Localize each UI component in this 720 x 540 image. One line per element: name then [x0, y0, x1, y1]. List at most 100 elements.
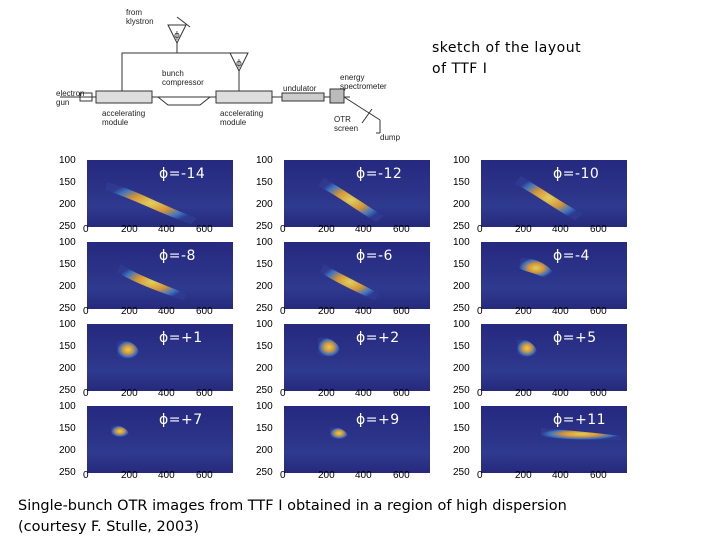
beam-spot — [318, 337, 340, 357]
y-tick-label: 200 — [256, 199, 273, 210]
beam-spot — [541, 428, 621, 440]
phase-label: ϕ=-12 — [356, 166, 403, 182]
beam-spot — [330, 427, 348, 439]
y-tick-label: 100 — [59, 401, 76, 412]
y-tick-label: 200 — [256, 281, 273, 292]
beam-spot — [117, 264, 187, 300]
x-tick-label: 200 — [515, 224, 532, 235]
y-tick-label: 150 — [256, 423, 273, 434]
phase-label: ϕ=+1 — [159, 330, 203, 346]
y-tick-label: 150 — [453, 423, 470, 434]
x-tick-label: 400 — [552, 306, 569, 317]
electron-gun-label: electron gun — [56, 89, 85, 107]
y-tick-label: 100 — [453, 237, 470, 248]
y-tick-label: 100 — [453, 155, 470, 166]
y-tick-label: 200 — [59, 199, 76, 210]
bunch-compressor-label: bunch compressor — [162, 69, 204, 87]
otr-panel: 100 150 200 250 ϕ=-4 0 200 400 600 — [451, 234, 631, 317]
otr-panel: 100 150 200 250 ϕ=-14 0 200 400 600 — [57, 152, 237, 235]
y-tick-label: 200 — [453, 199, 470, 210]
accelerating-module-label-1: accelerating module — [102, 109, 146, 127]
y-tick-label: 150 — [59, 423, 76, 434]
otr-image: ϕ=-14 — [87, 160, 233, 227]
y-tick-label: 200 — [256, 445, 273, 456]
y-tick-label: 250 — [256, 303, 273, 314]
y-tick-label: 250 — [59, 385, 76, 396]
y-tick-label: 250 — [453, 467, 470, 478]
otr-panel: 100 150 200 250 ϕ=-12 0 200 400 600 — [254, 152, 434, 235]
phi-symbol-1: ϕ — [174, 31, 180, 41]
from-klystron-label: from klystron — [126, 8, 154, 26]
y-tick-label: 150 — [256, 341, 273, 352]
x-tick-label: 400 — [552, 224, 569, 235]
energy-spectrometer-label: energy spectrometer — [340, 73, 387, 91]
x-tick-label: 400 — [355, 388, 372, 399]
x-tick-label: 200 — [515, 306, 532, 317]
x-tick-label: 0 — [477, 224, 483, 235]
y-tick-label: 100 — [256, 319, 273, 330]
x-tick-label: 600 — [393, 306, 410, 317]
x-tick-label: 0 — [477, 470, 483, 481]
x-tick-label: 400 — [158, 388, 175, 399]
beam-spot — [105, 182, 197, 224]
x-tick-label: 200 — [515, 388, 532, 399]
y-tick-label: 200 — [453, 281, 470, 292]
y-tick-label: 100 — [59, 155, 76, 166]
x-tick-label: 0 — [477, 306, 483, 317]
otr-image: ϕ=+7 — [87, 406, 233, 473]
y-tick-label: 250 — [453, 303, 470, 314]
x-tick-label: 400 — [355, 470, 372, 481]
x-tick-label: 400 — [355, 224, 372, 235]
x-tick-label: 0 — [83, 306, 89, 317]
otr-image: ϕ=-4 — [481, 242, 627, 309]
y-tick-label: 200 — [453, 363, 470, 374]
phase-label: ϕ=-8 — [159, 248, 196, 264]
x-tick-label: 600 — [590, 306, 607, 317]
otr-image: ϕ=+11 — [481, 406, 627, 473]
x-tick-label: 600 — [196, 306, 213, 317]
beam-spot — [519, 258, 553, 278]
figure-caption: Single-bunch OTR images from TTF I obtai… — [18, 498, 567, 535]
x-tick-label: 200 — [318, 388, 335, 399]
x-tick-label: 400 — [158, 224, 175, 235]
x-tick-label: 200 — [121, 306, 138, 317]
y-tick-label: 150 — [453, 259, 470, 270]
phase-label: ϕ=-14 — [159, 166, 206, 182]
y-tick-label: 150 — [256, 259, 273, 270]
y-tick-label: 250 — [59, 467, 76, 478]
x-tick-label: 200 — [318, 224, 335, 235]
beam-spot — [320, 264, 380, 300]
x-tick-label: 600 — [196, 224, 213, 235]
klystron-triangle-1 — [167, 24, 187, 45]
phase-label: ϕ=+9 — [356, 412, 400, 428]
y-tick-label: 200 — [453, 445, 470, 456]
otr-image: ϕ=-8 — [87, 242, 233, 309]
otr-image: ϕ=+1 — [87, 324, 233, 391]
y-tick-label: 250 — [256, 221, 273, 232]
y-tick-label: 200 — [59, 363, 76, 374]
x-tick-label: 400 — [552, 470, 569, 481]
y-tick-label: 250 — [59, 303, 76, 314]
phase-label: ϕ=+7 — [159, 412, 203, 428]
phase-label: ϕ=-10 — [553, 166, 600, 182]
beam-spot — [517, 339, 537, 357]
x-tick-label: 200 — [121, 470, 138, 481]
beam-spot — [117, 340, 139, 359]
y-tick-label: 250 — [453, 385, 470, 396]
phase-label: ϕ=-4 — [553, 248, 590, 264]
x-tick-label: 600 — [393, 470, 410, 481]
x-tick-label: 0 — [280, 306, 286, 317]
x-tick-label: 600 — [196, 470, 213, 481]
x-tick-label: 200 — [515, 470, 532, 481]
x-tick-label: 0 — [280, 224, 286, 235]
x-tick-label: 0 — [280, 388, 286, 399]
otr-image: ϕ=-6 — [284, 242, 430, 309]
y-tick-label: 150 — [59, 259, 76, 270]
y-tick-label: 100 — [256, 155, 273, 166]
otr-image: ϕ=+5 — [481, 324, 627, 391]
x-tick-label: 0 — [477, 388, 483, 399]
y-tick-label: 100 — [59, 237, 76, 248]
otr-panel: 100 150 200 250 ϕ=+1 0 200 400 600 — [57, 316, 237, 399]
x-tick-label: 0 — [83, 224, 89, 235]
y-tick-label: 100 — [256, 237, 273, 248]
